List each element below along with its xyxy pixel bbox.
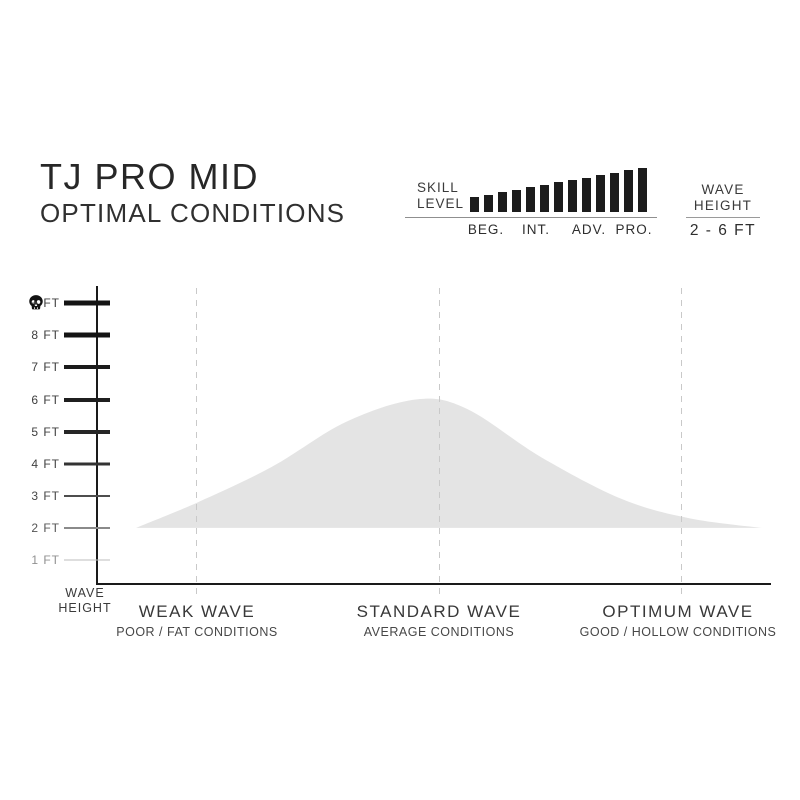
skill-bar [596, 175, 605, 212]
y-tick-mark [64, 398, 110, 402]
skill-level-panel: SKILL LEVEL BEG. INT. ADV. PRO. [405, 160, 665, 245]
y-tick-row: 3 FT [0, 488, 115, 504]
y-tick-row: 4 FT [0, 456, 115, 472]
skill-level-int: INT. [521, 222, 551, 237]
skill-bars [470, 168, 647, 212]
y-tick-mark [64, 430, 110, 434]
y-tick-row: 2 FT [0, 520, 115, 536]
x-category-weak-wave: WEAK WAVE POOR / FAT CONDITIONS [47, 602, 347, 639]
y-tick-row: 8 FT [0, 327, 115, 343]
y-axis-title-line1: WAVE [65, 586, 105, 600]
skill-level-scale: BEG. INT. ADV. PRO. [405, 222, 665, 240]
skill-level-pro: PRO. [615, 222, 653, 237]
y-tick-mark [64, 365, 110, 369]
y-tick-row: 5 FT [0, 424, 115, 440]
page-title: TJ PRO MID [40, 156, 259, 197]
skill-bar [568, 180, 577, 212]
skill-level-adv: ADV. [571, 222, 607, 237]
skill-label-line1: SKILL [417, 180, 459, 195]
y-axis-title: WAVE HEIGHT [30, 586, 140, 616]
y-tick-mark [64, 332, 110, 338]
area-fill-shape [136, 398, 762, 528]
dashed-guide-optimum-wave [681, 288, 682, 600]
y-tick-row: 1 FT [0, 552, 115, 568]
y-tick-label: + FT [30, 296, 60, 310]
skill-bar [540, 185, 549, 212]
skill-bar [638, 168, 647, 212]
wave-height-label: WAVE HEIGHT [678, 182, 768, 214]
wave-height-rule-line [686, 217, 760, 218]
wave-height-label-line2: HEIGHT [693, 198, 753, 213]
skill-level-label: SKILL LEVEL [417, 180, 464, 212]
y-tick-label: 1 FT [31, 553, 60, 567]
y-axis-line [96, 286, 98, 585]
skill-bar [512, 190, 521, 212]
category-label: OPTIMUM WAVE [602, 602, 754, 621]
skill-level-beg: BEG. [467, 222, 505, 237]
y-tick-label: 6 FT [31, 393, 60, 407]
skill-label-line2: LEVEL [417, 196, 465, 211]
category-label: STANDARD WAVE [356, 602, 522, 621]
y-tick-label: 8 FT [31, 328, 60, 342]
skill-bar [484, 195, 493, 212]
y-tick-label: 7 FT [31, 360, 60, 374]
wave-height-label-line1: WAVE [701, 182, 745, 197]
conditions-area-curve [136, 398, 762, 528]
skill-bar [526, 187, 535, 212]
y-tick-label: 5 FT [31, 425, 60, 439]
wave-height-value: 2 - 6 FT [689, 222, 757, 239]
y-tick-row: + FT [0, 295, 115, 311]
skill-bar [582, 178, 591, 212]
skull-icon [29, 295, 43, 310]
dashed-guide-standard-wave [439, 288, 440, 600]
skill-bar [470, 197, 479, 212]
skill-bar [554, 182, 563, 212]
skill-bar [624, 170, 633, 212]
y-tick-label: 3 FT [31, 489, 60, 503]
category-sublabel: AVERAGE CONDITIONS [363, 625, 515, 639]
y-axis-title-line2: HEIGHT [58, 601, 112, 615]
x-category-optimum-wave: OPTIMUM WAVE GOOD / HOLLOW CONDITIONS [528, 602, 800, 639]
category-label: WEAK WAVE [138, 602, 256, 621]
skill-rule-line [405, 217, 657, 218]
y-tick-row: 7 FT [0, 359, 115, 375]
x-category-standard-wave: STANDARD WAVE AVERAGE CONDITIONS [289, 602, 589, 639]
page-subtitle: OPTIMAL CONDITIONS [40, 198, 346, 228]
y-tick-mark [64, 495, 110, 497]
y-tick-mark [64, 462, 110, 466]
category-sublabel: POOR / FAT CONDITIONS [116, 625, 278, 639]
y-tick-mark [64, 300, 110, 306]
y-tick-row: 6 FT [0, 392, 115, 408]
y-tick-label: 2 FT [31, 521, 60, 535]
skill-bar [610, 173, 619, 212]
x-axis-line [96, 583, 771, 585]
category-sublabel: GOOD / HOLLOW CONDITIONS [579, 625, 777, 639]
y-tick-mark [64, 559, 110, 561]
y-tick-mark [64, 527, 110, 529]
wave-height-panel: WAVE HEIGHT 2 - 6 FT [678, 182, 768, 240]
skill-bar [498, 192, 507, 212]
dashed-guide-weak-wave [196, 288, 197, 600]
title-block: TJ PRO MID OPTIMAL CONDITIONS [40, 156, 346, 228]
y-tick-label: 4 FT [31, 457, 60, 471]
